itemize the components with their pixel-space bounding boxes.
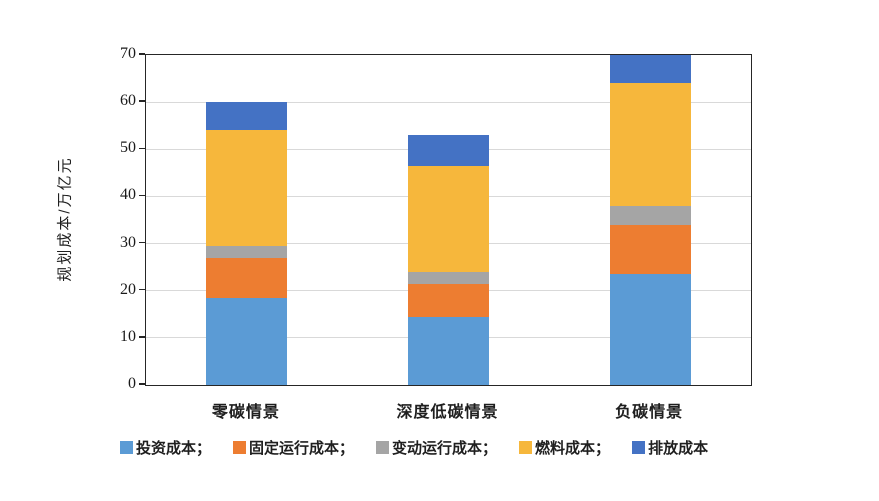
legend-swatch-icon — [632, 441, 646, 454]
bar-segment-投资成本 — [206, 297, 288, 385]
y-tick-label: 20 — [120, 280, 136, 298]
legend-item: 固定运行成本； — [233, 437, 354, 458]
plot-area — [145, 54, 752, 386]
bar-segment-排放成本 — [206, 102, 288, 131]
legend: 投资成本； 固定运行成本； 变动运行成本； 燃料成本； 排放成本 — [120, 437, 708, 458]
y-tick-mark — [139, 100, 145, 102]
bar-segment-变动运行成本 — [206, 245, 288, 258]
bar-segment-投资成本 — [408, 316, 489, 385]
bar-segment-固定运行成本 — [609, 224, 691, 275]
legend-swatch-icon — [376, 441, 390, 454]
y-tick-mark — [139, 241, 145, 244]
y-axis-title: 规划成本/万亿元 — [56, 156, 74, 282]
bar-segment-燃料成本 — [408, 165, 489, 272]
legend-label: 燃料成本； — [535, 440, 611, 457]
bar-segment-排放成本 — [609, 55, 691, 84]
x-category-label: 负碳情景 — [615, 404, 684, 421]
legend-swatch-icon — [233, 441, 247, 454]
y-tick-label: 60 — [120, 92, 136, 110]
y-tick-mark — [139, 194, 145, 197]
y-tick-mark — [139, 288, 145, 291]
bar-segment-变动运行成本 — [609, 205, 691, 225]
bar-segment-燃料成本 — [609, 83, 691, 206]
legend-item: 燃料成本； — [519, 437, 610, 458]
x-category-label: 深度低碳情景 — [396, 404, 499, 421]
legend-item: 投资成本； — [120, 437, 211, 458]
legend-label: 排放成本 — [648, 440, 709, 457]
bar-segment-变动运行成本 — [408, 271, 489, 284]
bar-segment-投资成本 — [609, 274, 691, 385]
y-tick-label: 30 — [120, 233, 136, 251]
x-category-label: 零碳情景 — [211, 404, 280, 421]
bar-segment-燃料成本 — [206, 130, 288, 246]
bar-segment-固定运行成本 — [206, 257, 288, 298]
legend-label: 变动运行成本； — [392, 440, 498, 457]
legend-swatch-icon — [519, 441, 533, 454]
y-tick-mark — [139, 383, 145, 385]
y-gridline — [146, 101, 751, 103]
y-tick-label: 10 — [120, 327, 136, 345]
y-tick-label: 70 — [120, 45, 136, 62]
bar-segment-排放成本 — [408, 135, 489, 166]
legend-item: 变动运行成本； — [376, 437, 497, 458]
y-tick-mark — [139, 147, 145, 150]
legend-label: 固定运行成本； — [249, 440, 355, 457]
y-tick-mark — [139, 53, 145, 55]
y-tick-label: 50 — [120, 139, 136, 157]
y-tick-label: 40 — [120, 186, 136, 204]
bar-segment-固定运行成本 — [408, 283, 489, 317]
y-tick-label: 0 — [128, 375, 136, 392]
legend-item: 排放成本 — [632, 437, 708, 458]
y-tick-mark — [139, 336, 145, 338]
legend-label: 投资成本； — [136, 440, 212, 457]
legend-swatch-icon — [120, 441, 133, 454]
